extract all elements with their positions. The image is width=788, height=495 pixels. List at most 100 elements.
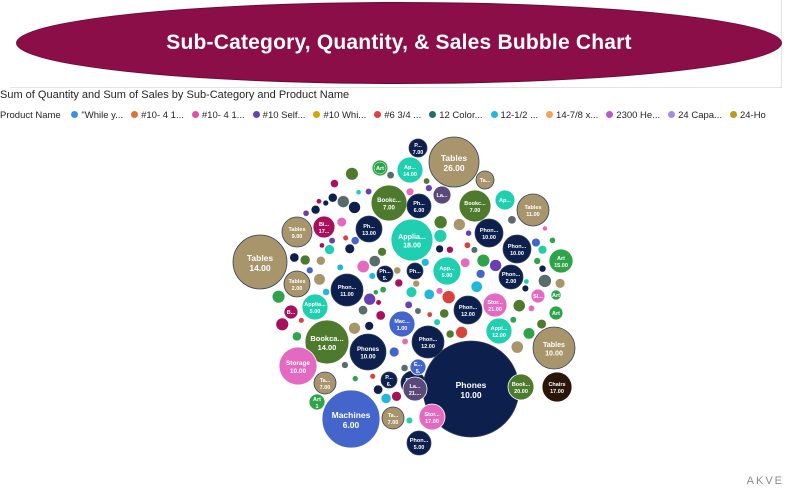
bubble[interactable] (406, 430, 432, 456)
small-bubble[interactable] (350, 236, 360, 245)
bubble[interactable] (373, 161, 387, 175)
small-bubble[interactable] (328, 192, 338, 203)
bubble[interactable] (390, 218, 434, 262)
small-bubble[interactable] (549, 237, 556, 244)
small-bubble[interactable] (489, 259, 502, 272)
bubble[interactable] (330, 273, 364, 307)
small-bubble[interactable] (313, 273, 326, 286)
small-bubble[interactable] (542, 225, 548, 232)
bubble[interactable] (408, 138, 428, 158)
small-bubble[interactable] (322, 288, 330, 296)
small-bubble[interactable] (405, 416, 413, 424)
small-bubble[interactable] (406, 187, 415, 196)
bubble[interactable] (432, 256, 462, 286)
small-bubble[interactable] (435, 287, 444, 295)
bubble[interactable] (381, 406, 405, 430)
small-bubble[interactable] (389, 346, 400, 358)
small-bubble[interactable] (464, 241, 471, 249)
small-bubble[interactable] (391, 391, 402, 402)
small-bubble[interactable] (336, 217, 347, 228)
small-bubble[interactable] (380, 393, 392, 404)
small-bubble[interactable] (319, 242, 325, 249)
bubble[interactable] (502, 234, 532, 264)
small-bubble[interactable] (465, 229, 472, 237)
bubble[interactable] (283, 304, 299, 320)
small-bubble[interactable] (510, 340, 524, 354)
bubble[interactable] (376, 265, 394, 283)
small-bubble[interactable] (555, 278, 566, 289)
small-bubble[interactable] (507, 215, 517, 225)
small-bubble[interactable] (316, 256, 326, 266)
small-bubble[interactable] (405, 286, 418, 298)
small-bubble[interactable] (528, 304, 535, 312)
small-bubble[interactable] (446, 246, 454, 254)
legend-item[interactable]: #6 3/4 ... (374, 110, 421, 122)
small-bubble[interactable] (330, 179, 339, 188)
legend-item[interactable]: "While y... (71, 110, 123, 122)
small-bubble[interactable] (453, 218, 466, 231)
legend-item[interactable]: 12-1/2 ... (490, 110, 538, 122)
small-bubble[interactable] (324, 244, 335, 255)
legend-item[interactable]: 2300 He... (606, 110, 660, 122)
small-bubble[interactable] (355, 189, 362, 195)
bubble[interactable] (396, 156, 424, 184)
small-bubble[interactable] (345, 166, 359, 181)
bubble[interactable] (494, 189, 516, 211)
small-bubble[interactable] (341, 361, 349, 369)
small-bubble[interactable] (368, 255, 381, 267)
bubble[interactable] (308, 393, 326, 411)
bubble[interactable] (278, 346, 318, 386)
bubble[interactable] (428, 136, 480, 188)
bubble[interactable] (475, 170, 495, 190)
small-bubble[interactable] (299, 254, 311, 266)
small-bubble[interactable] (404, 300, 413, 309)
small-bubble[interactable] (537, 273, 552, 288)
bubble[interactable] (388, 310, 416, 338)
small-bubble[interactable] (441, 290, 456, 305)
small-bubble[interactable] (289, 252, 300, 263)
small-bubble[interactable] (348, 200, 362, 214)
small-bubble[interactable] (292, 331, 302, 342)
bubble[interactable] (530, 288, 546, 304)
small-bubble[interactable] (476, 253, 491, 268)
bubble[interactable] (432, 185, 452, 205)
legend-item[interactable]: 14-7/8 x... (546, 110, 598, 122)
bubble[interactable] (301, 293, 329, 321)
small-bubble[interactable] (470, 246, 478, 254)
small-bubble[interactable] (433, 215, 448, 230)
small-bubble[interactable] (421, 258, 430, 267)
small-bubble[interactable] (386, 171, 395, 180)
small-bubble[interactable] (348, 321, 361, 335)
bubble[interactable] (541, 371, 573, 403)
small-bubble[interactable] (375, 310, 386, 321)
small-bubble[interactable] (377, 247, 387, 257)
small-bubble[interactable] (342, 234, 349, 241)
small-bubble[interactable] (363, 292, 377, 306)
bubble[interactable] (507, 373, 535, 401)
small-bubble[interactable] (512, 299, 526, 313)
bubble[interactable] (355, 215, 383, 243)
small-bubble[interactable] (365, 188, 372, 195)
small-bubble[interactable] (369, 373, 376, 380)
small-bubble[interactable] (521, 284, 529, 292)
small-bubble[interactable] (445, 329, 455, 339)
legend-item[interactable]: 24 Capa... (668, 110, 722, 122)
bubble[interactable] (304, 319, 350, 365)
bubble[interactable] (321, 389, 381, 449)
small-bubble[interactable] (298, 317, 305, 324)
bubble[interactable] (482, 292, 508, 318)
small-bubble[interactable] (328, 237, 336, 245)
bubble[interactable] (458, 189, 492, 223)
small-bubble[interactable] (344, 243, 355, 254)
bubble[interactable] (532, 326, 576, 370)
legend-item[interactable]: #10- 4 1... (131, 110, 184, 122)
small-bubble[interactable] (537, 245, 548, 255)
small-bubble[interactable] (470, 280, 483, 293)
bubble[interactable] (550, 289, 562, 301)
small-bubble[interactable] (375, 299, 382, 306)
bubble[interactable] (548, 248, 574, 274)
legend-item[interactable]: #10- 4 1... (191, 110, 245, 122)
small-bubble[interactable] (271, 289, 286, 304)
legend-item[interactable]: 12 Color... (429, 110, 483, 122)
small-bubble[interactable] (531, 237, 541, 248)
